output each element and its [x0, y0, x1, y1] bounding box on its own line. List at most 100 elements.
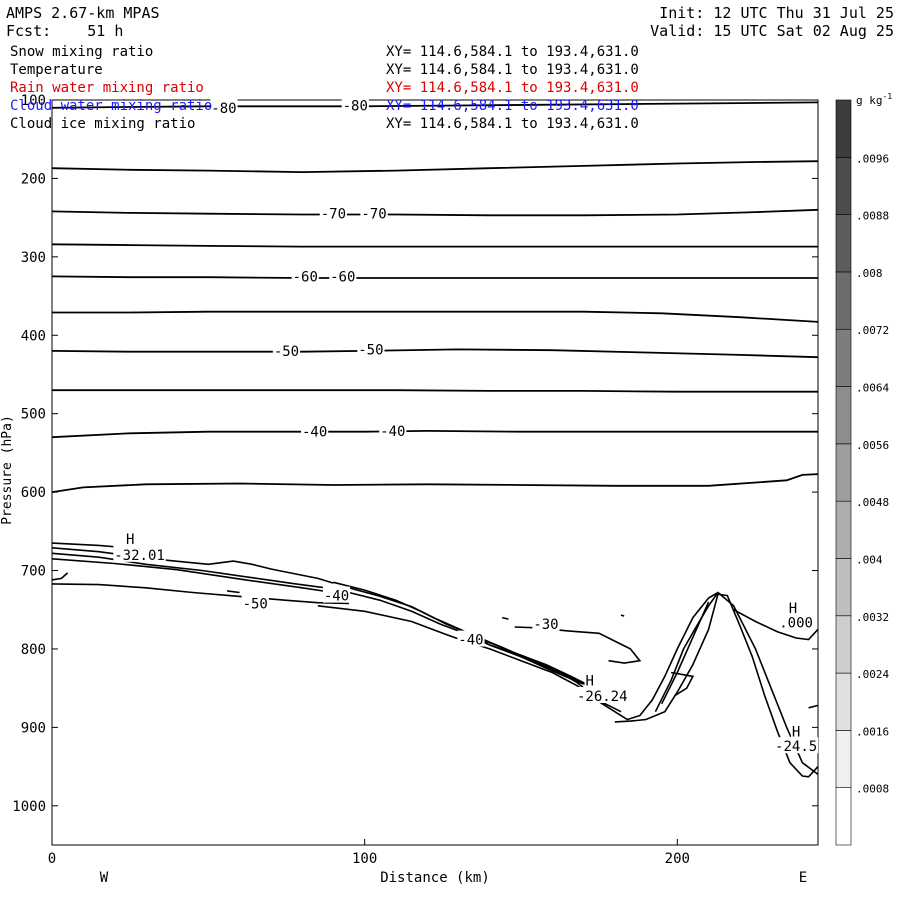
colorbar-swatch	[835, 615, 852, 674]
colorbar-tick-label: .0008	[856, 783, 889, 796]
valid-time: Valid: 15 UTC Sat 02 Aug 25	[650, 22, 894, 40]
lower-contour-line	[733, 608, 819, 641]
contour-label: -70	[321, 207, 346, 223]
x-end-label-right: E	[799, 870, 807, 886]
y-tick-label: 200	[21, 171, 46, 187]
colorbar-tick-label: .0056	[856, 439, 889, 452]
contour-label: -40	[302, 425, 327, 441]
contour-label: -60	[330, 269, 355, 285]
colorbar-swatch	[835, 271, 852, 330]
contour-label: -50	[358, 342, 383, 358]
x-end-label-left: W	[100, 870, 109, 886]
contour-label-bg	[457, 630, 485, 647]
contour-label: H	[126, 532, 134, 548]
contour-label-bg	[360, 204, 388, 221]
isotherm-line	[51, 275, 818, 279]
contour-label: -30	[533, 617, 558, 633]
contour-label-bg	[357, 340, 385, 357]
x-tick-label: 200	[665, 851, 690, 867]
colorbar-tick-label: .008	[856, 267, 883, 280]
contour-label: -40	[324, 589, 349, 605]
colorbar-tick-label: .0096	[856, 152, 889, 165]
colorbar-swatch	[835, 214, 852, 273]
contour-label: -70	[361, 207, 386, 223]
lower-contour-line	[317, 591, 819, 776]
y-tick-label: 600	[21, 485, 46, 501]
lower-contour-line	[51, 583, 350, 605]
isotherm-line	[52, 389, 818, 393]
colorbar-tick-label: .004	[856, 553, 883, 566]
colorbar-tick-label: .0016	[856, 725, 889, 738]
y-tick-label: 500	[21, 407, 46, 423]
contour-label-bg	[790, 722, 802, 739]
y-tick-label: 400	[21, 328, 46, 344]
lower-contour-line	[620, 614, 625, 617]
isotherm-line	[51, 429, 818, 439]
y-tick-label: 900	[21, 720, 46, 736]
isotherm-line	[51, 101, 819, 109]
colorbar-tick-label: .0048	[856, 496, 889, 509]
colorbar-swatch	[835, 386, 852, 445]
contour-label-bg	[241, 594, 269, 611]
contour-label-bg	[124, 530, 136, 547]
contour-label-bg	[787, 599, 799, 616]
contour-label-bg	[113, 545, 166, 562]
colorbar: .0008 .0016 .0024 .0032 .004 .0048 .0056 .0064.…	[835, 92, 892, 846]
contour-label: -80	[343, 98, 368, 114]
lower-contour-line	[51, 552, 350, 592]
contour-label-bg	[576, 687, 629, 703]
contour-label-bg	[778, 613, 814, 630]
colorbar-swatch	[835, 672, 852, 731]
contour-label-bg	[341, 96, 369, 113]
contour-label-bg	[272, 341, 301, 358]
lower-contour-line	[670, 671, 695, 697]
isotherm-line	[51, 348, 819, 359]
lower-contour-line	[51, 572, 69, 581]
colorbar-tick-label: .0064	[856, 382, 889, 395]
contour-label-bg	[210, 98, 238, 115]
contour-label: -40	[458, 633, 483, 649]
colorbar-swatch	[835, 500, 852, 559]
contour-label-bg	[301, 422, 329, 439]
contour-label: -40	[380, 424, 405, 440]
isotherm-line	[51, 160, 819, 174]
isotherm-line	[51, 208, 819, 217]
lower-contour-line	[51, 558, 334, 594]
lower-contour-line	[51, 547, 334, 584]
contour-label: -50	[274, 344, 299, 360]
colorbar-tick-label: .0072	[856, 324, 889, 337]
y-tick-label: 300	[21, 250, 46, 266]
contour-label: -26.24	[577, 689, 628, 705]
lower-contour-line	[660, 601, 710, 705]
contour-label-bg	[322, 586, 351, 603]
plot-area: 100 200 300 400 500 600 700 800 900 1000 0 100 200 W E…	[0, 93, 819, 886]
forecast-hour: Fcst: 51 h	[6, 22, 124, 40]
contour-label-bg	[329, 267, 357, 284]
colorbar-swatch	[835, 558, 852, 617]
contour-label: .000	[779, 615, 813, 631]
field-xy-cloud-ice: XY= 114.6,584.1 to 193.4,631.0	[386, 116, 639, 132]
contour-label-bg	[584, 671, 595, 688]
field-name-snow: Snow mixing ratio	[10, 44, 154, 60]
isotherm-line	[51, 473, 819, 493]
contour-label-bg	[532, 614, 560, 631]
init-time: Init: 12 UTC Thu 31 Jul 25	[659, 4, 894, 22]
field-xy-rain: XY= 114.6,584.1 to 193.4,631.0	[386, 80, 639, 96]
y-axis-title: Pressure (hPa)	[0, 415, 15, 525]
colorbar-swatch	[835, 730, 852, 788]
lower-contour-line	[502, 616, 509, 620]
field-xy-cloud-water: XY= 114.6,584.1 to 193.4,631.0	[386, 98, 639, 114]
plot-frame	[51, 99, 819, 846]
contour-label: H	[789, 601, 797, 617]
field-name-temperature: Temperature	[10, 62, 103, 78]
contour-label: -60	[293, 269, 318, 285]
colorbar-swatch	[835, 443, 852, 502]
colorbar-unit: g kg-1	[856, 92, 892, 107]
contour-label: H	[586, 673, 594, 689]
field-name-cloud-water: Cloud water mixing ratio	[10, 98, 213, 114]
colorbar-tick-label: .0088	[856, 210, 889, 223]
contour-label: -32.01	[114, 548, 165, 564]
y-tick-label: 800	[21, 642, 46, 658]
lower-contour-line	[654, 592, 719, 713]
model-title: AMPS 2.67-km MPAS	[6, 4, 160, 22]
